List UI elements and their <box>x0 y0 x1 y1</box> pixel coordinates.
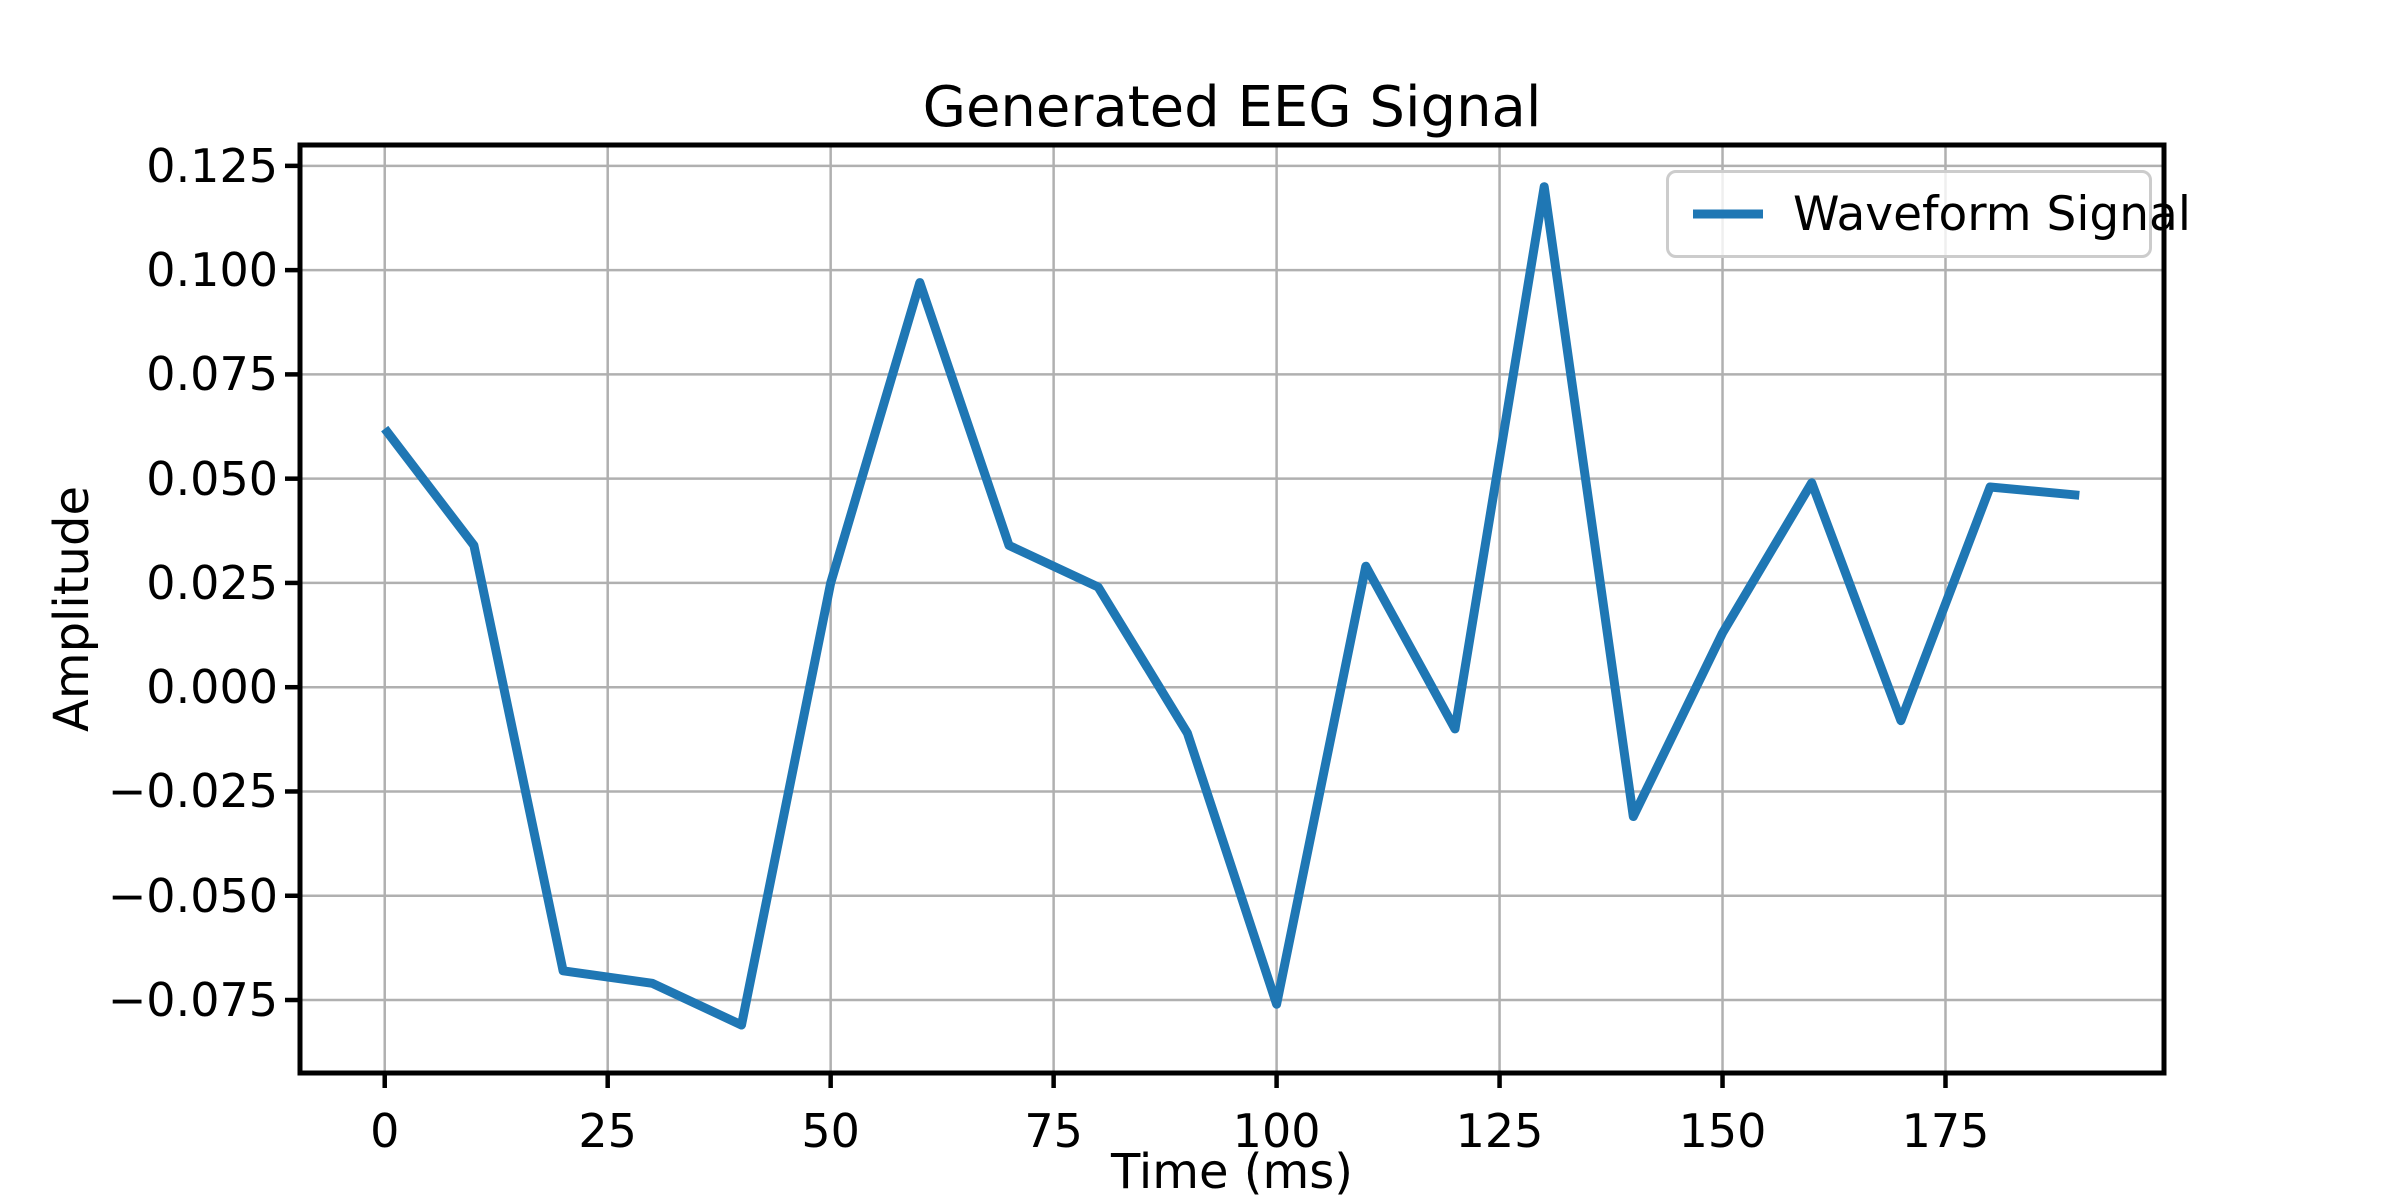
x-tick-label: 125 <box>1455 1104 1544 1158</box>
x-tick-label: 150 <box>1678 1104 1767 1158</box>
gridlines <box>300 145 2164 1073</box>
y-tick-label: −0.050 <box>107 868 278 923</box>
x-tick-label: 25 <box>578 1104 637 1158</box>
y-tick-label: 0.025 <box>146 555 278 610</box>
y-tick-label: 0.125 <box>146 138 278 193</box>
axes-spines <box>297 142 2167 1076</box>
waveform-line <box>381 182 2080 1030</box>
x-tick-label: 75 <box>1024 1104 1083 1158</box>
x-tick-label: 175 <box>1901 1104 1990 1158</box>
y-tick-label: 0.050 <box>146 451 278 506</box>
tick-marks <box>285 163 1948 1088</box>
x-tick-label: 50 <box>801 1104 860 1158</box>
y-tick-label: −0.025 <box>107 764 278 819</box>
x-tick-label: 0 <box>370 1104 400 1158</box>
y-tick-label: −0.075 <box>107 973 278 1027</box>
data-series <box>381 182 2080 1030</box>
x-axis-label: Time (ms) <box>1111 1144 1353 1200</box>
y-tick-label: 0.100 <box>146 243 278 298</box>
axes-frame <box>297 142 2167 1076</box>
legend-line-sample <box>1693 209 1763 219</box>
x-tick-label: 100 <box>1232 1104 1321 1158</box>
legend-label: Waveform Signal <box>1793 186 2191 242</box>
legend: Waveform Signal <box>1666 170 2191 258</box>
chart-title: Generated EEG Signal <box>922 75 1542 140</box>
y-tick-label: 0.000 <box>146 660 278 715</box>
y-tick-label: 0.075 <box>146 347 278 402</box>
